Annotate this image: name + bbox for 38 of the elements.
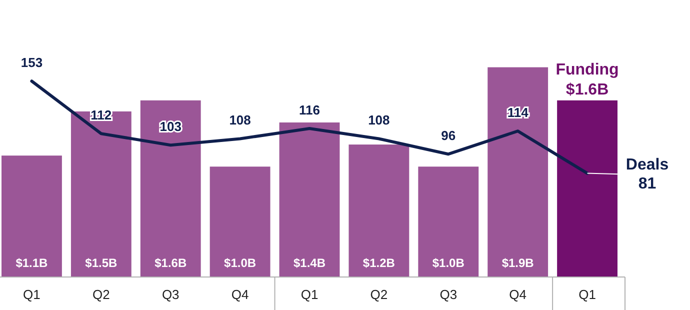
bar (2, 156, 62, 277)
data-label: $1.9B (502, 256, 534, 270)
bar (279, 122, 340, 277)
data-label: 153 (20, 55, 43, 70)
x-tick-label: Q4 (231, 287, 249, 302)
x-tick-label: Q3 (162, 287, 180, 302)
data-label: $1.0B (224, 256, 256, 270)
bar (418, 166, 479, 277)
bar (70, 111, 132, 277)
x-tick-label: Q1 (23, 287, 40, 302)
data-label: $1.0B (432, 256, 465, 270)
x-tick-label: Q2 (92, 287, 110, 302)
data-label: 108 (229, 112, 251, 128)
x-tick-label: Q2 (370, 287, 388, 302)
data-label: $1.4B (293, 256, 326, 270)
bar (140, 100, 201, 277)
data-label: 112 (90, 108, 112, 123)
bar (210, 166, 270, 277)
bar (348, 144, 410, 277)
data-label: 116 (299, 102, 320, 118)
data-label: $1.2B (362, 256, 396, 270)
data-label: 81 (638, 175, 656, 192)
data-label: $1.6B (154, 256, 187, 270)
x-tick-label: Q1 (578, 287, 596, 302)
bar (488, 67, 548, 277)
x-tick-label: Q4 (509, 287, 527, 302)
bar (557, 100, 618, 277)
x-tick-label: Q1 (300, 287, 318, 302)
data-label: 114 (507, 105, 530, 120)
data-label: 103 (160, 119, 182, 134)
data-label: $1.6B (566, 81, 609, 98)
data-label: 108 (368, 112, 390, 128)
data-label: $1.1B (16, 256, 48, 270)
series-label: Funding (556, 61, 619, 78)
x-tick-label: Q3 (440, 287, 458, 302)
text: Deals (626, 156, 669, 174)
data-label: 96 (441, 128, 456, 144)
data-label: $1.5B (85, 256, 118, 270)
